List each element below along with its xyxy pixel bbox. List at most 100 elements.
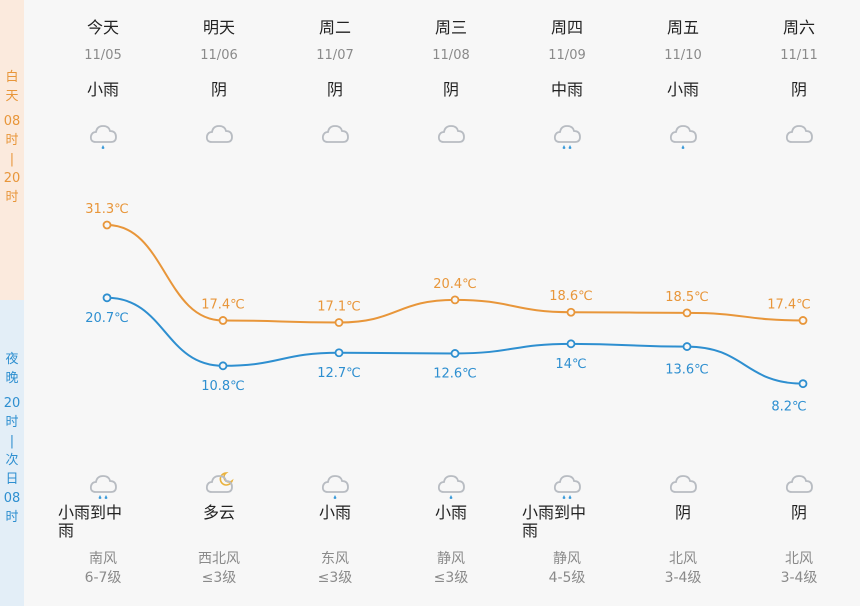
high-temperature-label: 18.5℃ [665,290,709,305]
high-temperature-point [102,220,112,230]
wind-direction: 西北风 [198,551,240,567]
low-temperature-label: 12.6℃ [433,366,477,381]
high-temperature-label: 20.4℃ [433,277,477,292]
high-temperature-point [450,295,460,305]
period-char: 白 [5,70,19,85]
low-temperature-label: 10.8℃ [201,379,245,394]
light-rain-icon [320,470,350,500]
low-temperature-label: 13.6℃ [665,363,709,378]
period-char: | [9,152,15,167]
day-column: 今天 11/05 小雨 小雨到中雨 南风 6-7级 [48,0,158,606]
high-temperature-point [218,316,228,325]
wind-level: ≤3级 [317,570,353,586]
light-rain-icon [88,120,118,150]
night-weather-text: 小雨到中雨 [58,503,123,540]
overcast-cloud-icon [784,470,814,500]
wind-level: 3-4级 [664,570,702,586]
date-label: 11/07 [316,48,354,63]
day-name: 周二 [318,18,351,37]
high-temperature-point [334,318,344,327]
day-column: 周二 11/07 阴小雨东风 ≤3级 [280,0,390,606]
overcast-cloud-icon [436,120,466,150]
wind-level: 3-4级 [780,570,818,586]
date-label: 11/09 [548,48,586,63]
period-char: 20 [3,396,21,411]
date-label: 11/05 [84,48,122,63]
period-char: 晚 [5,371,19,386]
high-temperature-label: 18.6℃ [549,289,593,304]
low-temperature-point [682,342,692,351]
low-temperature-point [334,348,344,358]
low-temperature-point [218,361,228,371]
wind-direction: 南风 [89,551,117,567]
period-char: 20 [3,171,21,186]
date-label: 11/11 [780,48,818,63]
high-temperature-point [798,316,808,325]
night-period-sidebar [0,300,24,606]
day-weather-text: 阴 [210,80,227,99]
low-temperature-point [566,339,576,349]
day-name: 周四 [550,18,583,37]
high-temperature-label: 17.4℃ [201,297,245,312]
day-column: 周五 11/10 小雨阴北风 3-4级 [628,0,738,606]
day-column: 周四 11/09 中雨 小雨到中雨 静风 4-5级 [512,0,622,606]
high-temperature-label: 17.4℃ [767,297,811,312]
wind-direction: 静风 [553,551,581,567]
period-char: | [9,434,15,449]
period-char: 次 [5,453,19,468]
period-char: 08 [3,491,21,506]
night-weather-text: 多云 [202,503,235,522]
overcast-cloud-icon [784,120,814,150]
night-period-label: 夜晚 20 时 | 次日 08 时 [0,350,24,527]
high-temperature-label: 31.3℃ [85,202,129,217]
low-temperature-label: 20.7℃ [85,311,129,326]
high-temperature-label: 17.1℃ [317,300,361,315]
wind-level: ≤3级 [433,570,469,586]
low-temperature-point [450,349,460,358]
low-temperature-point [102,293,112,303]
moderate-rain-icon [552,120,582,150]
night-weather-text: 阴 [790,503,807,522]
date-label: 11/08 [432,48,470,63]
night-weather-text: 小雨 [434,503,467,522]
wind-direction: 静风 [437,551,465,567]
low-temperature-label: 12.7℃ [317,366,361,381]
wind-direction: 北风 [669,551,697,567]
night-weather-text: 小雨 [318,503,351,522]
day-name: 周五 [666,18,699,37]
overcast-cloud-icon [668,470,698,500]
day-weather-text: 小雨 [666,80,699,99]
day-column: 明天 11/06 阴多云 西北风 ≤3级 [164,0,274,606]
night-weather-text: 小雨到中雨 [522,503,587,540]
day-weather-text: 阴 [326,80,343,99]
period-char: 时 [5,415,19,430]
day-column: 周六 11/11 阴阴北风 3-4级 [744,0,854,606]
moderate-rain-icon [552,470,582,500]
day-weather-text: 阴 [790,80,807,99]
moderate-rain-icon [88,470,118,500]
overcast-cloud-icon [204,120,234,150]
light-rain-icon [436,470,466,500]
day-period-sidebar [0,0,24,300]
period-char: 夜 [5,352,19,367]
period-char: 08 [3,114,21,129]
period-char: 时 [5,510,19,525]
period-char: 日 [5,472,19,487]
partly-cloudy-night-icon [204,470,234,500]
wind-level: 4-5级 [548,570,586,586]
day-name: 今天 [86,18,119,37]
wind-direction: 东风 [321,551,349,567]
low-temperature-label: 14℃ [555,357,586,372]
date-label: 11/06 [200,48,238,63]
wind-direction: 北风 [785,551,813,567]
period-char: 天 [5,89,19,104]
high-temperature-point [682,308,692,318]
day-weather-text: 小雨 [86,80,119,99]
light-rain-icon [668,120,698,150]
low-temperature-point [798,379,808,389]
day-period-label: 白天 08 时 | 20 时 [0,68,24,207]
wind-level: ≤3级 [201,570,237,586]
period-char: 时 [5,133,19,148]
high-temperature-point [566,307,576,317]
